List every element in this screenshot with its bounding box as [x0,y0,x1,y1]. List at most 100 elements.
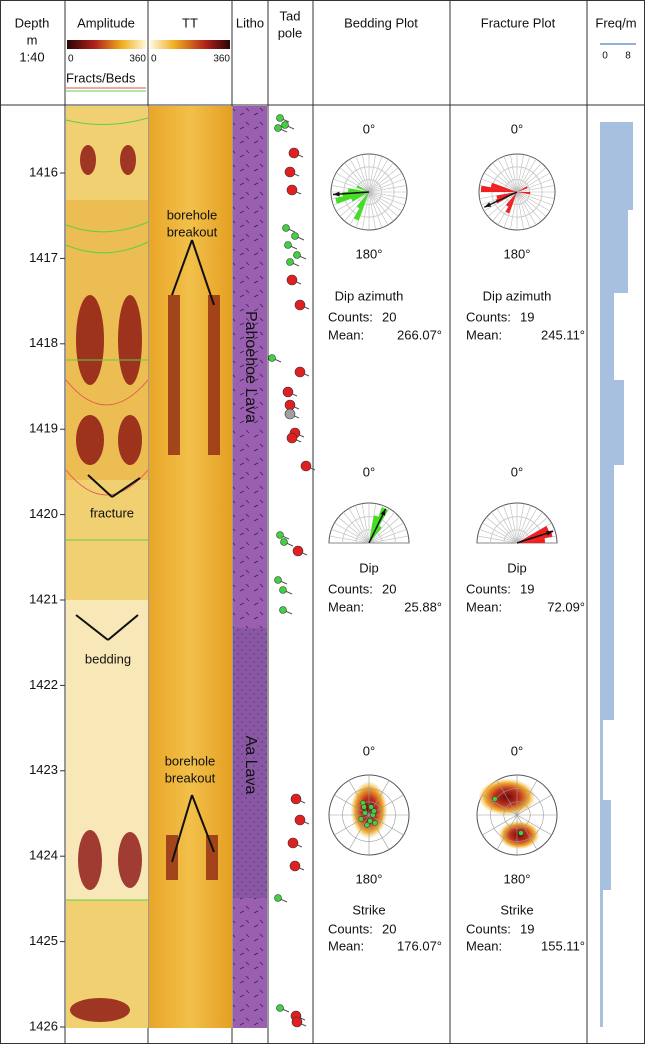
rose-ray [334,522,370,544]
rose-ray [368,156,383,193]
tadpole [284,399,296,411]
rose-ray [497,158,518,193]
litho-label: Pahoehoe Lava [242,311,259,423]
rose-ray [339,167,370,193]
rose-petal [369,515,379,543]
rose-petal [356,192,369,209]
north-label: 0° [511,121,523,136]
stat-label: Counts: [328,921,373,936]
tadpole [279,606,287,614]
rose-ray [368,191,407,199]
depth-label: 1417 [29,250,58,265]
tadpole [286,274,298,286]
arrow-head [332,191,340,197]
tt-image [149,106,232,1028]
annotation: breakout [165,770,216,785]
tadpole [274,124,282,132]
tadpole [286,258,294,266]
litho-pahoehoe [233,898,267,1028]
header: Freq/m [595,15,636,30]
tadpole [294,366,306,378]
north-label: 0° [363,743,375,758]
depth-label: 1422 [29,677,58,692]
stat-label: Mean: [466,327,502,342]
header: Bedding Plot [344,15,418,30]
stat-value: 245.11° [541,327,585,342]
rose-ray [368,191,394,222]
header: Amplitude [77,15,135,30]
scale-label: 8 [625,51,631,62]
rose-ray [516,508,538,544]
tadpole [300,460,312,472]
tadpole [276,531,284,539]
rose-ray [483,172,518,193]
tadpole [294,814,306,826]
rose-ray [491,512,518,544]
pole [518,830,524,836]
color-scale [150,40,230,49]
tadpole [287,837,299,849]
rose-petal [505,192,517,214]
annotation: fracture [90,505,134,520]
scale-label: 360 [213,54,230,65]
tadpole [276,114,284,122]
depth-label: 1418 [29,335,58,350]
annotation: breakout [167,224,218,239]
rose-petal [356,185,369,192]
rose-ray [368,158,389,193]
density [479,779,535,815]
rose-ray [503,156,518,193]
tadpole [274,894,282,902]
header: Fracture Plot [481,15,556,30]
tadpole [274,576,282,584]
rose-petal [348,188,369,192]
rose-ray [368,512,395,544]
stat-value: 176.07° [397,938,442,953]
rose-ray [368,162,394,193]
rose-ray [368,529,407,544]
rose-ray [516,191,542,222]
depth-label: 1426 [29,1018,58,1033]
tadpole [282,386,294,398]
net-ray [496,814,518,850]
pole [492,796,498,802]
rose-ray [343,512,370,544]
rose-ray [331,185,370,193]
rose-ray [482,522,518,544]
net-ray [482,814,518,836]
tadpole [293,251,301,259]
rose-ray [516,154,524,193]
rose-ray [348,508,370,544]
rose-ray [362,191,370,230]
depth-label: 1424 [29,848,58,863]
rose-ray [510,154,518,193]
north-label: 0° [511,743,523,758]
rose-ray [335,172,370,193]
rose-ray [516,162,542,193]
scale-label: 0 [68,54,74,65]
scale-label: 360 [129,54,146,65]
rose-ray [368,191,376,230]
rose-ring [342,516,396,544]
depth-label: 1420 [29,506,58,521]
pole [361,804,367,810]
rose-ray [516,191,524,230]
header: Fracts/Beds [66,70,136,85]
stat-label: Mean: [466,938,502,953]
net-ray [496,780,518,816]
stat-label: Counts: [466,581,511,596]
stat-value: 155.11° [541,938,585,953]
net-ray [348,780,370,816]
rose-ray [516,505,531,544]
rose-ray [368,172,403,193]
rose-ray [492,162,518,193]
net-ray [348,814,370,850]
rose-ray [516,172,551,193]
net-ray [516,794,552,816]
density [499,821,539,849]
rose-ray [516,503,525,544]
stat-label: Mean: [328,938,364,953]
rose-ray [368,191,389,226]
tadpole [288,147,300,159]
